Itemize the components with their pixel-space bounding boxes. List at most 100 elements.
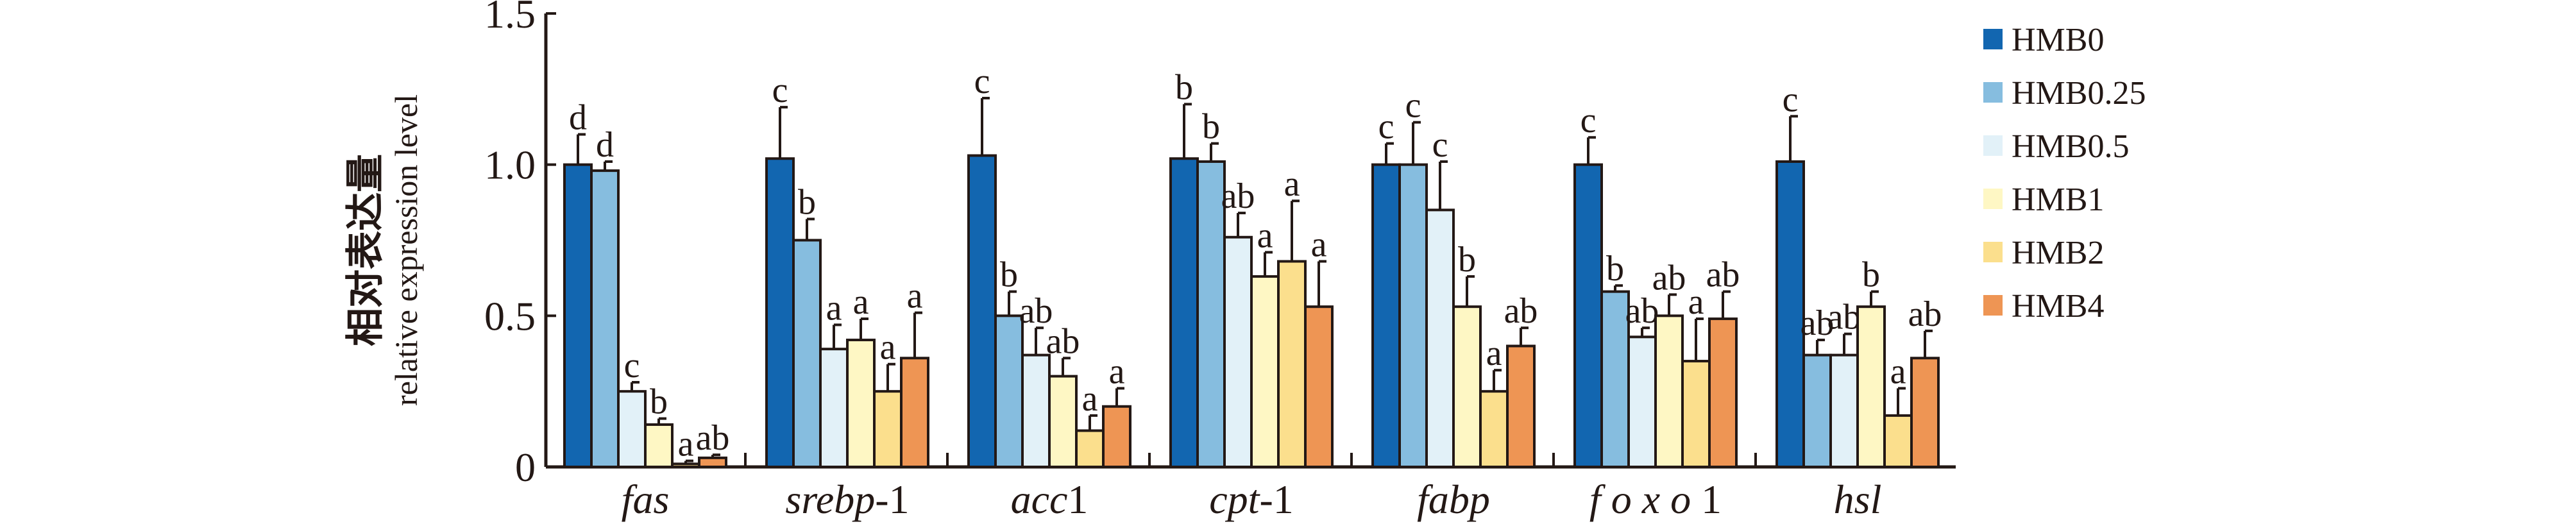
- significance-letter: a: [1890, 351, 1906, 391]
- bar-hmb0-25: [1600, 290, 1630, 468]
- bar-hmb2: [1681, 360, 1711, 468]
- significance-letter: a: [907, 276, 923, 316]
- bar-hmb4: [1102, 405, 1131, 469]
- legend-label: HMB4: [2012, 288, 2104, 325]
- x-tick-label: f o x o 1: [1589, 477, 1722, 522]
- bar-hmb0-5: [819, 348, 849, 468]
- significance-letter: a: [1109, 351, 1125, 391]
- legend-swatch: [1983, 135, 2003, 156]
- significance-letter: b: [1175, 67, 1193, 107]
- significance-letter: ab: [1706, 255, 1740, 295]
- significance-letter: a: [826, 288, 842, 328]
- bar-hmb2: [1479, 390, 1509, 469]
- bar-hmb4: [1506, 344, 1536, 469]
- bar-hmb1: [1048, 375, 1078, 468]
- bar-hmb2: [1277, 260, 1307, 468]
- significance-letter: a: [678, 425, 694, 464]
- bar-hmb0: [563, 163, 593, 468]
- y-axis-title: 相对表达量 relative expression level: [344, 94, 424, 406]
- y-tick-label: 0: [515, 444, 536, 490]
- y-axis-title-cn: 相对表达量: [344, 154, 387, 346]
- significance-letter: a: [880, 328, 896, 368]
- significance-letter: ab: [1019, 291, 1053, 331]
- significance-letter: a: [1082, 379, 1098, 419]
- y-axis-title-en: relative expression level: [388, 94, 424, 406]
- significance-letter: ab: [1504, 291, 1538, 331]
- legend-label: HMB2: [2012, 235, 2104, 271]
- x-tick-label: srebp-1: [785, 477, 909, 522]
- x-tick-label-suffix: 1: [1067, 477, 1088, 522]
- significance-letter: b: [650, 382, 668, 422]
- significance-letter: b: [1000, 255, 1018, 295]
- bar-hmb0-25: [590, 169, 620, 468]
- x-tick-label-italic: acc: [1011, 477, 1068, 522]
- bar-hmb0-25: [792, 239, 822, 468]
- significance-letter: c: [974, 62, 990, 101]
- bar-hmb0-5: [1425, 208, 1455, 468]
- bar-hmb0: [765, 157, 795, 469]
- bar-hmb0: [1169, 157, 1199, 469]
- significance-letter: c: [1378, 107, 1394, 147]
- x-tick-label: fabp: [1417, 477, 1490, 522]
- x-tick-label-italic: f o x o: [1589, 477, 1691, 522]
- bar-hmb0: [1775, 160, 1805, 468]
- significance-letter: a: [1257, 216, 1273, 255]
- bar-hmb1: [1452, 305, 1482, 468]
- bar-hmb0-5: [1021, 353, 1051, 469]
- x-tick-label: cpt-1: [1209, 477, 1294, 522]
- bar-hmb0-25: [1398, 163, 1428, 468]
- significance-letter: a: [1284, 164, 1300, 204]
- significance-letter: c: [1432, 125, 1448, 165]
- bar-hmb0: [967, 154, 997, 468]
- significance-letter: b: [1458, 240, 1476, 280]
- significance-letter: d: [596, 125, 614, 165]
- significance-letter: b: [1606, 249, 1624, 289]
- bar-hmb4: [900, 357, 929, 468]
- significance-letter: b: [1202, 107, 1220, 147]
- y-tick-label: 1.5: [484, 0, 536, 37]
- legend-swatch: [1983, 29, 2003, 49]
- significance-letter: ab: [1652, 258, 1686, 298]
- legend-swatch: [1983, 82, 2003, 103]
- bar-hmb2: [873, 390, 902, 469]
- x-tick-label-italic: srebp: [785, 477, 875, 522]
- bar-hmb0-25: [1196, 160, 1226, 468]
- bar-hmb1: [1654, 314, 1684, 469]
- x-tick-label: fas: [622, 477, 670, 522]
- significance-letter: ab: [696, 418, 730, 458]
- bar-hmb0-25: [1802, 353, 1832, 469]
- legend-swatch: [1983, 189, 2003, 209]
- significance-letter: ab: [1625, 291, 1659, 331]
- bar-hmb4: [1304, 305, 1334, 468]
- bar-hmb1: [1250, 275, 1280, 468]
- significance-letter: a: [1311, 224, 1327, 264]
- x-tick-label-italic: fas: [622, 477, 670, 522]
- bar-hmb4: [698, 456, 727, 468]
- bar-hmb1: [846, 339, 876, 468]
- bar-hmb0: [1573, 163, 1603, 468]
- legend: HMB0 HMB0.25 HMB0.5 HMB1 HMB2 HMB4: [1983, 22, 2146, 325]
- bar-hmb4: [1708, 317, 1738, 468]
- y-tick-label: 0.5: [484, 293, 536, 339]
- bar-hmb0-5: [1627, 335, 1657, 468]
- x-tick-label-suffix: -1: [1259, 477, 1293, 522]
- significance-letter: b: [1862, 255, 1880, 295]
- significance-letter: c: [1580, 101, 1597, 140]
- bar-hmb0-25: [994, 314, 1024, 469]
- legend-label: HMB0: [2012, 22, 2104, 58]
- bar-hmb0-5: [617, 390, 647, 469]
- significance-letter: ab: [1827, 298, 1861, 337]
- significance-letter: ab: [1046, 321, 1080, 361]
- bar-hmb1: [644, 423, 674, 468]
- legend-label: HMB0.5: [2012, 128, 2129, 165]
- significance-letter: b: [798, 183, 816, 223]
- legend-label: HMB1: [2012, 182, 2104, 218]
- bar-hmb0: [1371, 163, 1401, 468]
- significance-letter: ab: [1221, 176, 1255, 216]
- x-tick-label-italic: hsl: [1834, 477, 1882, 522]
- legend-label: HMB0.25: [2012, 75, 2146, 112]
- x-tick-label-italic: fabp: [1417, 477, 1490, 522]
